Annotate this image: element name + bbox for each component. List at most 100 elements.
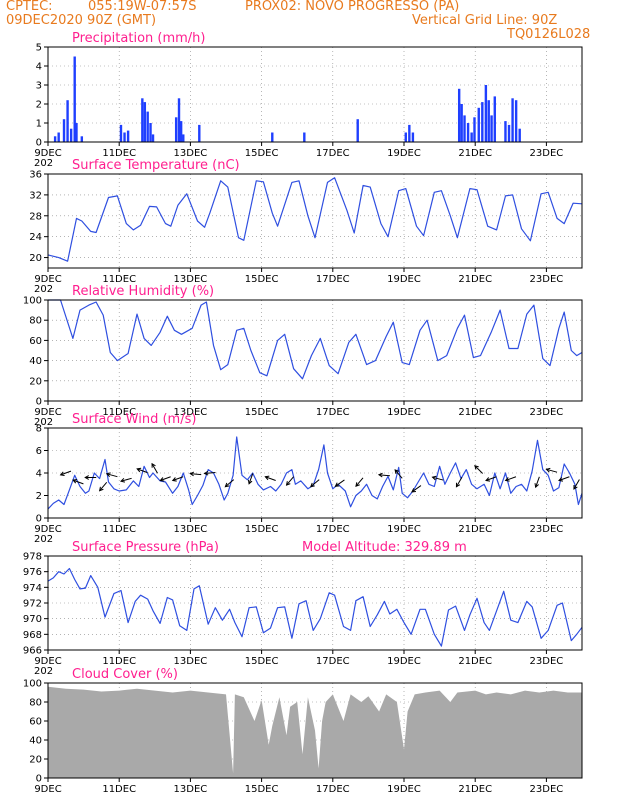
wind-arrow-shaft [310, 479, 320, 488]
panel-rh: 0 20 40 60 80 100 9DEC 11DEC 13DEC 15DEC 17DEC 19DE… [23, 284, 583, 428]
wind-arrow-shaft [558, 476, 570, 481]
wind-arrow-head [151, 462, 156, 468]
header-grid-note: Vertical Grid Line: 90Z [412, 13, 558, 28]
y-tick-label: 968 [23, 630, 42, 641]
wind-arrow-head [264, 475, 270, 481]
wind-arrow-head [59, 471, 65, 476]
wind-arrow-shaft [474, 465, 484, 474]
wind-arrow [309, 479, 320, 488]
precip-bar [514, 100, 518, 142]
wind-arrow-head [558, 477, 564, 482]
wind-arrow-head [355, 482, 360, 488]
x-tick-label: 11DEC [102, 656, 136, 667]
wind-arrow [189, 471, 202, 477]
precip-bar [62, 119, 66, 142]
wind-arrow-head [411, 488, 416, 493]
wind-arrow-shaft [355, 477, 364, 487]
x-tick-label: 21DEC [458, 274, 492, 285]
wind-arrow-head [334, 482, 340, 487]
wind-arrow-shaft [151, 463, 158, 474]
wind-arrow [203, 470, 216, 476]
header-station: PROX02: NOVO PROGRESSO (PA) [245, 0, 460, 14]
y-tick-label: 0 [36, 514, 42, 525]
x-tick-label: 17DEC [316, 274, 350, 285]
wind-arrow-shaft [190, 473, 202, 476]
wind-arrow-shaft [573, 479, 580, 490]
x-tick-label: 11DEC [102, 524, 136, 535]
pressure-title: Surface Pressure (hPa) [72, 540, 219, 555]
x-tick-label: 23DEC [530, 148, 564, 159]
x-year-label: 202 [34, 666, 53, 677]
precip-bar [518, 128, 521, 142]
precip-bar [477, 107, 480, 142]
x-tick-label: 11DEC [102, 407, 136, 418]
y-tick-label: 20 [29, 755, 42, 766]
y-tick-label: 0 [36, 138, 42, 149]
y-tick-label: 972 [23, 599, 42, 610]
precip-bar [177, 98, 181, 142]
x-tick-label: 17DEC [316, 148, 350, 159]
precip-bar [473, 117, 476, 142]
x-tick-label: 15DEC [245, 784, 279, 795]
wind-arrow-head [159, 477, 165, 482]
wind-arrow-shaft [60, 470, 72, 476]
precip-bar [356, 119, 359, 142]
wind-arrow-head [285, 481, 291, 486]
plot-frame [47, 682, 583, 779]
wind-series-line [47, 436, 583, 510]
y-tick-label: 36 [29, 170, 42, 181]
precip-bar [466, 123, 470, 142]
precip-bar [303, 132, 306, 142]
precip-bar [484, 85, 488, 142]
precip-bar [404, 132, 407, 142]
wind-arrow [159, 476, 171, 482]
wind-arrow-head [247, 479, 253, 485]
x-tick-label: 21DEC [458, 407, 492, 418]
wind-arrow [377, 472, 390, 478]
wind-arrow [264, 475, 276, 481]
wind-title: Surface Wind (m/s) [72, 412, 196, 427]
wind-arrow-shaft [546, 468, 558, 473]
precip-bar [126, 130, 130, 142]
wind-arrow-head [545, 467, 551, 473]
wind-arrow-head [105, 472, 111, 477]
x-tick-label: 19DEC [387, 656, 421, 667]
x-tick-label: 11DEC [102, 148, 136, 159]
wind-arrow-head [119, 478, 126, 483]
precip-bar [57, 132, 60, 142]
precip-bar [119, 124, 123, 142]
wind-arrow [504, 476, 517, 482]
wind-arrow [224, 479, 235, 488]
x-tick-label: 21DEC [458, 656, 492, 667]
wind-arrow-shaft [411, 485, 422, 493]
x-tick-label: 17DEC [316, 784, 350, 795]
wind-arrow [105, 472, 118, 478]
x-year-label: 202 [34, 417, 53, 428]
wind-arrow [431, 475, 444, 481]
wind-arrow-head [485, 477, 491, 482]
wind-arrow-shaft [248, 473, 254, 484]
wind-arrow [247, 473, 254, 485]
cloud-cover-area [48, 686, 582, 778]
plot-frame [47, 46, 583, 143]
pressure-annotation: Model Altitude: 329.89 m [302, 540, 467, 555]
y-tick-label: 2 [36, 491, 42, 502]
wind-arrow-shaft [160, 476, 171, 481]
wind-arrow-shaft [265, 476, 276, 481]
y-tick-label: 40 [29, 356, 42, 367]
wind-arrow-head [136, 467, 142, 473]
precip-bar [69, 128, 73, 142]
x-tick-label: 21DEC [458, 148, 492, 159]
pressure-series-line [47, 567, 583, 647]
y-tick-label: 970 [23, 614, 42, 625]
y-tick-label: 60 [29, 717, 42, 728]
precip-bar [198, 124, 201, 142]
precip-bar [146, 111, 149, 142]
y-tick-label: 4 [36, 62, 42, 73]
panel-temp: 20 24 28 32 36 9DEC 11DEC 13DEC 15DEC 17DEC 19DEC 2… [29, 158, 583, 295]
wind-arrow-shaft [535, 476, 540, 488]
wind-arrow [119, 477, 132, 483]
x-tick-label: 13DEC [174, 656, 208, 667]
precip-bar [463, 115, 466, 142]
